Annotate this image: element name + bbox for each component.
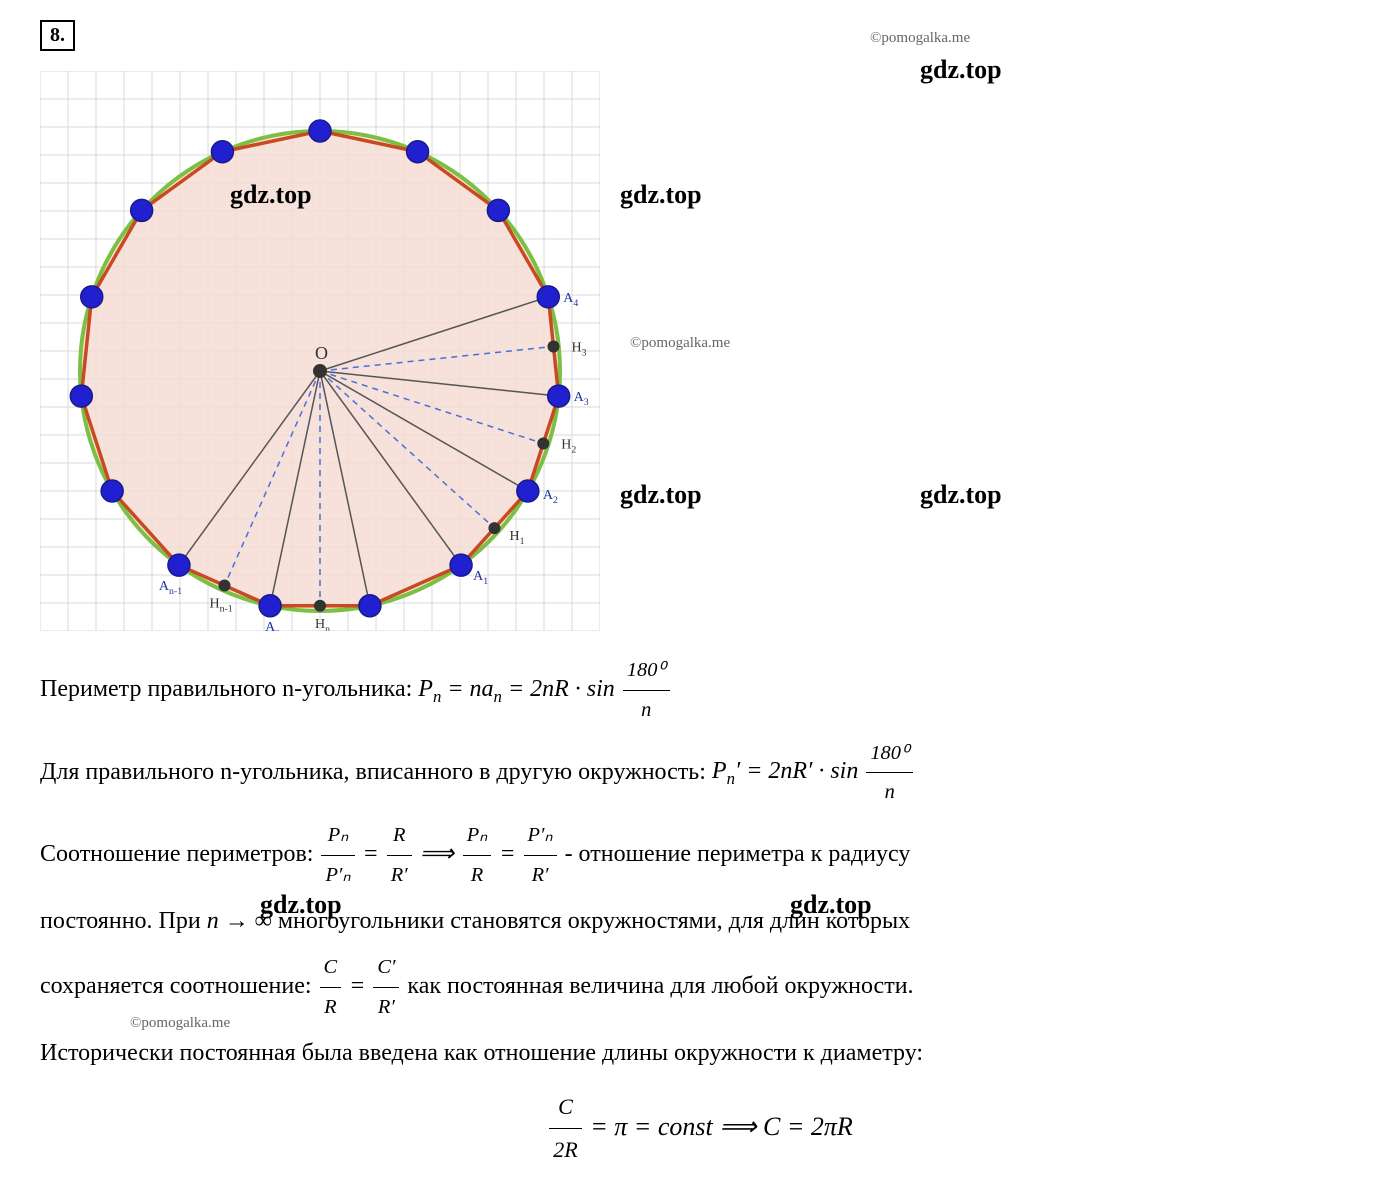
- watermark-main: gdz.top: [920, 55, 1002, 85]
- svg-text:H3: H3: [571, 340, 586, 358]
- center-point: [313, 364, 327, 378]
- explanation-text: Периметр правильного n-угольника: Pn = n…: [40, 651, 1360, 1171]
- svg-text:An: An: [265, 620, 280, 631]
- sym-P: P: [418, 676, 433, 702]
- line4-suffix: многоугольники становятся окружностями, …: [278, 908, 910, 934]
- prime-eq: ′ = 2nR′ · sin: [735, 758, 858, 784]
- svg-text:Hn: Hn: [315, 617, 330, 631]
- f6n: C′: [373, 948, 399, 988]
- svg-text:Hn-1: Hn-1: [210, 596, 233, 614]
- eq1: = na: [441, 676, 493, 702]
- watermark-main: gdz.top: [920, 480, 1002, 510]
- final-eq: = π = const ⟹ C = 2πR: [590, 1112, 853, 1141]
- line1-prefix: Периметр правильного n-угольника:: [40, 676, 418, 702]
- line3-prefix: Соотношение периметров:: [40, 841, 319, 867]
- line4-prefix: постоянно. При: [40, 908, 207, 934]
- svg-text:An-1: An-1: [159, 579, 182, 597]
- f3n: Pₙ: [463, 816, 492, 856]
- line-3: Соотношение периметров: PₙP′ₙ = RR′ ⟹ Pₙ…: [40, 816, 1360, 895]
- line3-suffix: - отношение периметра к радиусу: [565, 841, 911, 867]
- f1d: P′ₙ: [321, 856, 354, 895]
- den2: n: [866, 773, 913, 812]
- watermark-copyright: ©pomogalka.me: [630, 335, 730, 352]
- svg-text:H1: H1: [509, 529, 524, 547]
- watermark-copyright: ©pomogalka.me: [870, 30, 970, 47]
- watermark-main: gdz.top: [620, 480, 702, 510]
- line5-suffix: как постоянная величина для любой окружн…: [407, 973, 913, 999]
- f3d: R: [463, 856, 492, 895]
- num1: 180⁰: [623, 651, 670, 691]
- f5d: R: [320, 988, 342, 1027]
- f2n: R: [387, 816, 412, 856]
- eq2: = 2nR · sin: [502, 676, 615, 702]
- svg-text:A1: A1: [473, 569, 488, 587]
- watermark-main: gdz.top: [620, 180, 702, 210]
- num2: 180⁰: [866, 734, 913, 774]
- line5-prefix: сохраняется соотношение:: [40, 973, 318, 999]
- line-2: Для правильного n-угольника, вписанного …: [40, 734, 1360, 813]
- center-label: O: [315, 343, 328, 363]
- f5n: C: [320, 948, 342, 988]
- svg-text:A4: A4: [563, 291, 578, 309]
- f7d: 2R: [549, 1129, 582, 1171]
- geometry-diagram: O A4A3A2A1AnAn-1H3H2H1HnHn-1: [40, 71, 600, 631]
- line-4: постоянно. При n → ∞ многоугольники стан…: [40, 899, 1360, 945]
- line-1: Периметр правильного n-угольника: Pn = n…: [40, 651, 1360, 730]
- arrow1: ⟹: [420, 840, 461, 867]
- f1n: Pₙ: [321, 816, 354, 856]
- diagram-svg: O A4A3A2A1AnAn-1H3H2H1HnHn-1: [40, 71, 600, 631]
- svg-text:H2: H2: [561, 438, 576, 456]
- f4d: R′: [524, 856, 557, 895]
- problem-number: 8.: [40, 20, 75, 51]
- f7n: C: [549, 1086, 582, 1129]
- n-infinity: n → ∞: [207, 908, 272, 934]
- sym-P2: P: [712, 758, 727, 784]
- f6d: R′: [373, 988, 399, 1027]
- den1: n: [623, 691, 670, 730]
- line-6: Исторически постоянная была введена как …: [40, 1031, 1360, 1077]
- f4n: P′ₙ: [524, 816, 557, 856]
- svg-text:A3: A3: [574, 390, 589, 408]
- final-formula: C2R = π = const ⟹ C = 2πR: [40, 1086, 1360, 1171]
- line-5: сохраняется соотношение: CR = C′R′ как п…: [40, 948, 1360, 1027]
- f2d: R′: [387, 856, 412, 895]
- line2-prefix: Для правильного n-угольника, вписанного …: [40, 758, 712, 784]
